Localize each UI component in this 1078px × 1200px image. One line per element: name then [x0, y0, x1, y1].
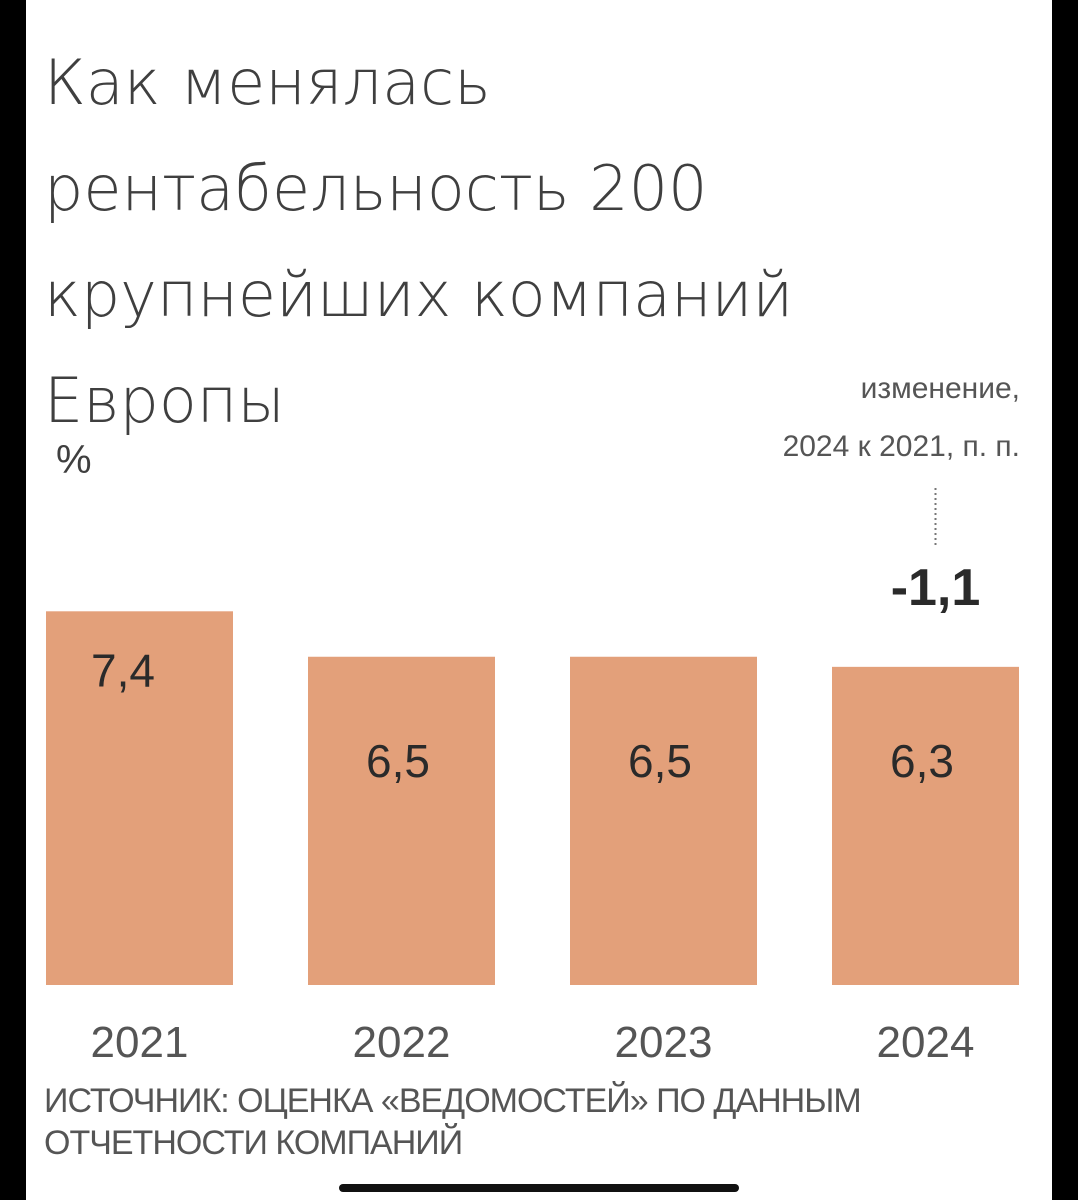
bar-2022: [308, 656, 495, 985]
x-tick-label: 2022: [353, 1018, 451, 1067]
bar-chart: 7,4 2021 6,5 2022 6,5 2023 6,3 2024 -1,1: [46, 488, 1019, 1067]
change-value: -1,1: [891, 559, 981, 617]
bar-value-label: 6,5: [366, 735, 430, 787]
bar-2021: [46, 611, 233, 985]
bar-value-label: 7,4: [91, 644, 155, 696]
chart-title: Как менялась рентабельность 200 крупнейш…: [44, 46, 794, 437]
unit-label: %: [56, 438, 92, 482]
x-tick-label: 2024: [877, 1018, 975, 1067]
bar-2023: [570, 656, 757, 985]
bar-value-label: 6,5: [628, 735, 692, 787]
bar-2024: [832, 666, 1019, 985]
change-label: изменение, 2024 к 2021, п. п.: [600, 360, 1020, 476]
source-note: ИСТОЧНИК: ОЦЕНКА «ВЕДОМОСТЕЙ» ПО ДАННЫМ …: [44, 1082, 862, 1162]
change-label-line1: изменение,: [860, 372, 1020, 405]
x-tick-label: 2023: [615, 1018, 713, 1067]
home-indicator[interactable]: [339, 1184, 739, 1192]
chart-card: Как менялась рентабельность 200 крупнейш…: [26, 0, 1052, 1200]
change-label-line2: 2024 к 2021, п. п.: [782, 430, 1020, 463]
bar-value-label: 6,3: [890, 735, 954, 787]
x-tick-label: 2021: [91, 1018, 189, 1067]
